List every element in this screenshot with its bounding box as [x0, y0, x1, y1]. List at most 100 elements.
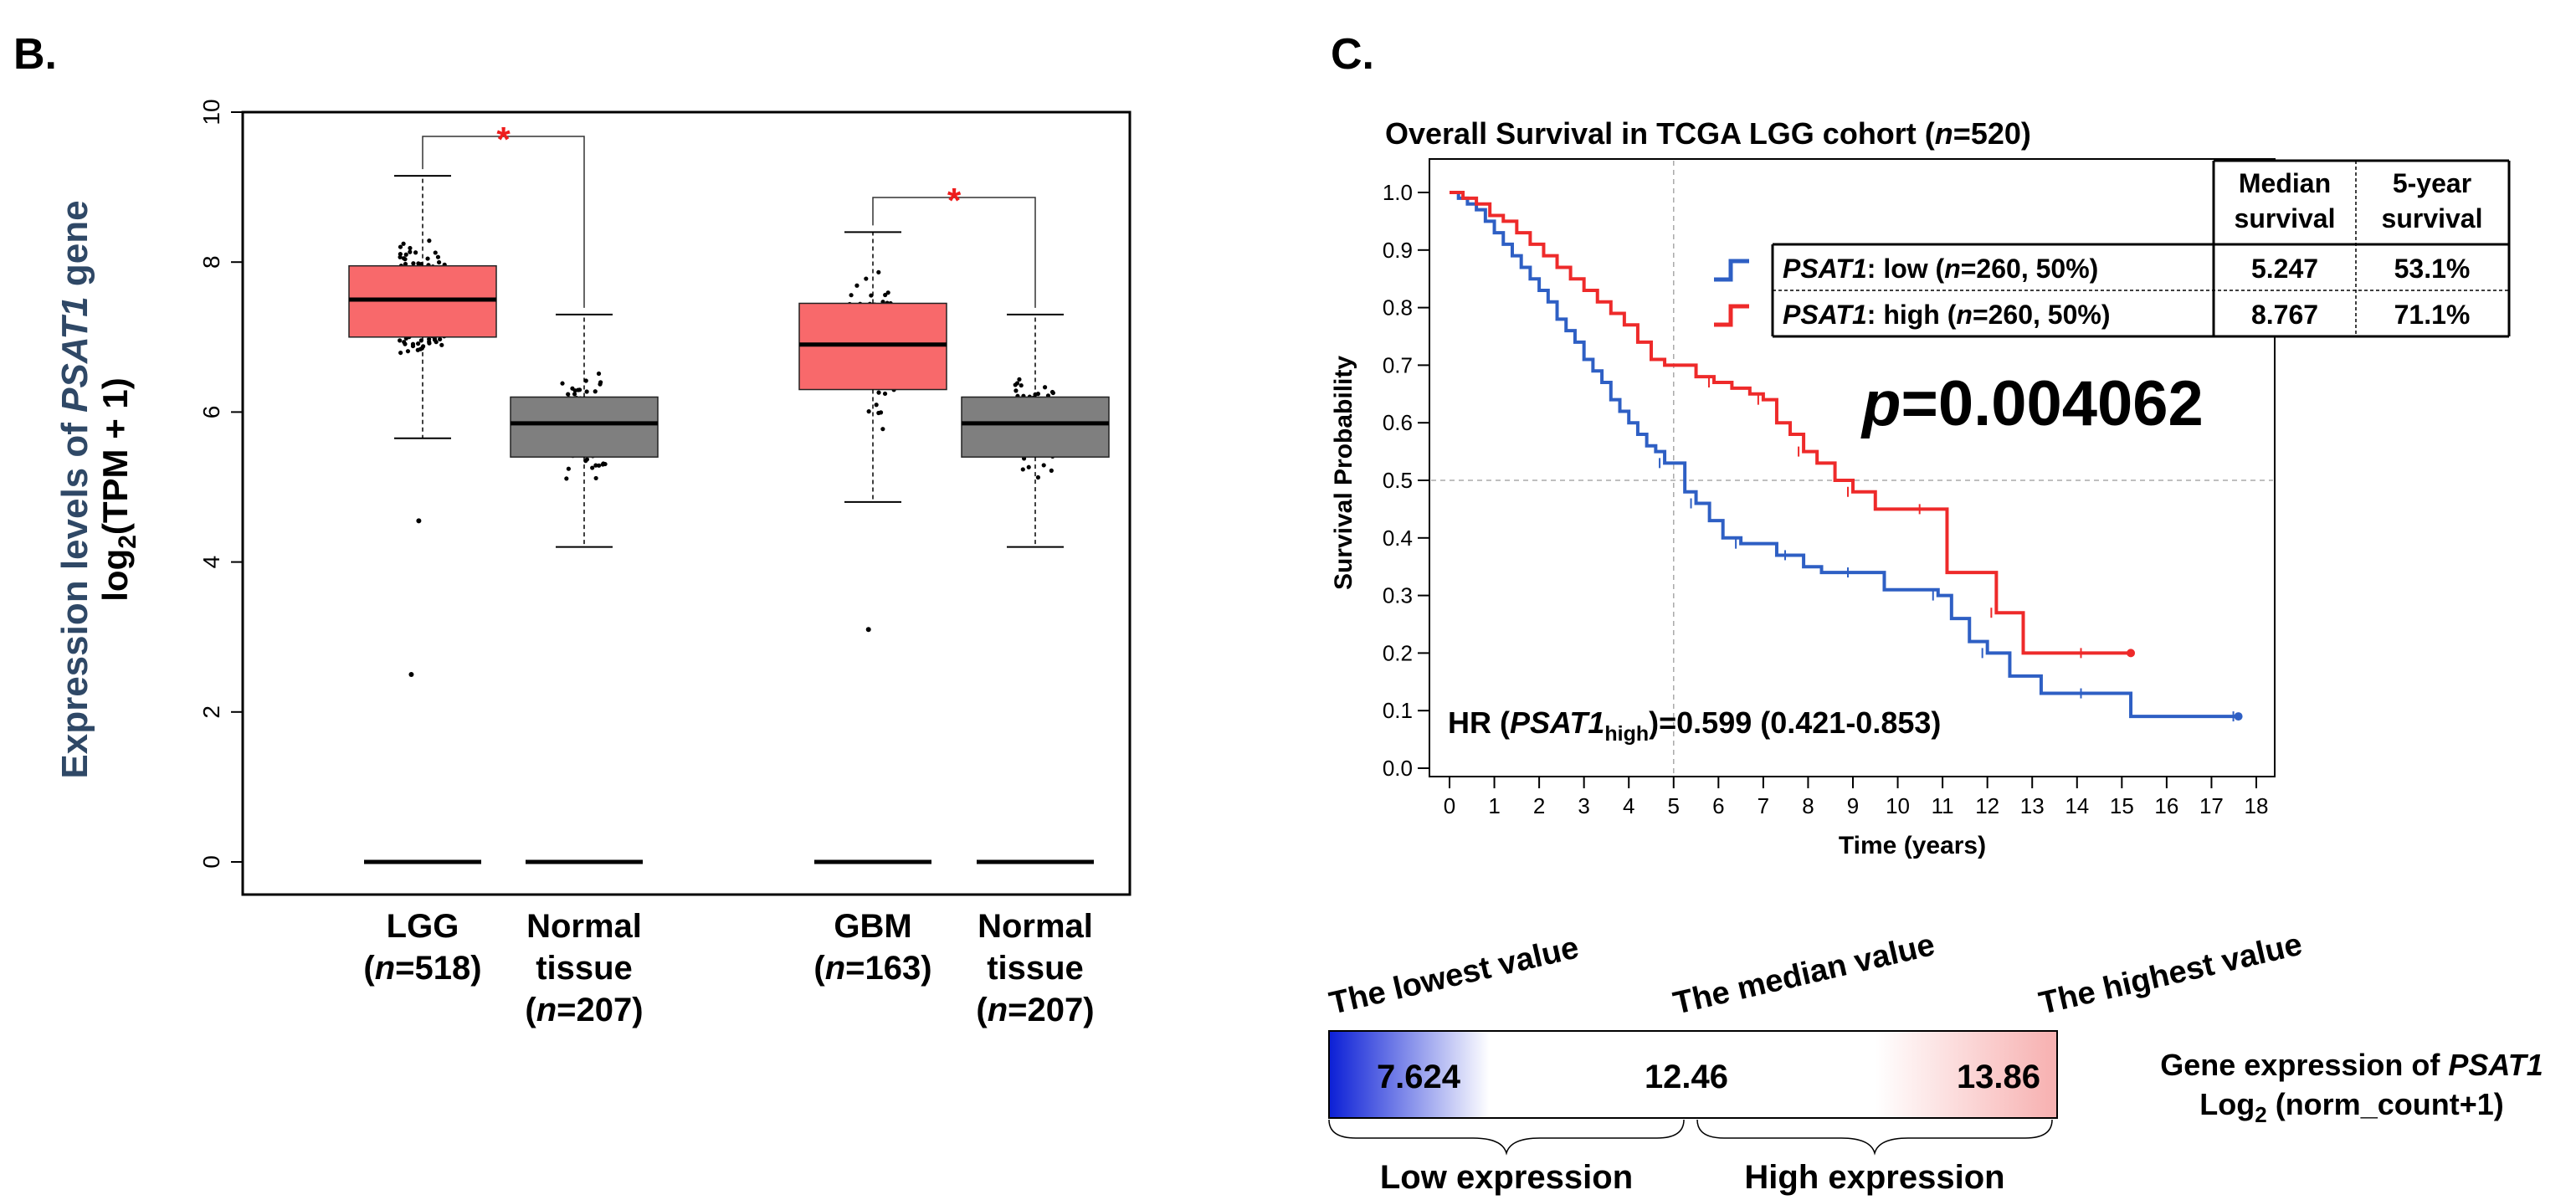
data-point	[876, 390, 881, 395]
high-expression-brace	[1696, 1119, 2053, 1156]
y-tick-label: 0.9	[1383, 238, 1413, 263]
survival-curves	[1450, 191, 2243, 722]
data-point	[1017, 377, 1022, 382]
y-tick-label: 1.0	[1383, 180, 1413, 205]
svg-text:log2(TPM + 1): log2(TPM + 1)	[95, 377, 141, 602]
x-tick-label: 11	[1932, 793, 1954, 818]
highest-value: 13.86	[1957, 1059, 2040, 1095]
ylabel-line2-sub: 2	[114, 535, 141, 549]
data-point	[593, 463, 598, 468]
x-tick-label: 12	[1975, 793, 1999, 818]
data-point	[1013, 388, 1019, 393]
data-point	[593, 389, 598, 394]
data-point	[425, 256, 430, 261]
highest-value-label: The highest value	[2036, 927, 2306, 1022]
significance-bracket	[872, 197, 1036, 308]
box	[961, 396, 1110, 458]
survival-ylabel: Survival Probability	[1330, 356, 1357, 590]
y-tick-label: 0.3	[1383, 583, 1413, 608]
y-tick-label: 2	[198, 705, 224, 719]
y-tick-label: 10	[198, 99, 224, 125]
survival-curve-high	[1450, 191, 2132, 655]
box-plot-boxes	[348, 175, 1110, 864]
data-point	[1026, 464, 1031, 469]
low-expression-brace	[1328, 1119, 1685, 1156]
category-normal2-n: (n=207)	[976, 992, 1094, 1028]
data-point	[583, 378, 588, 383]
x-tick-label: 3	[1578, 793, 1589, 818]
data-point	[398, 338, 403, 343]
x-tick-label: 0	[1444, 793, 1455, 818]
data-point	[880, 427, 885, 432]
survival-xlabel: Time (years)	[1839, 832, 1986, 859]
panel-c-label: C.	[1331, 30, 1374, 79]
y-tick-label: 8	[198, 255, 224, 269]
category-normal1-line2: tissue	[536, 950, 633, 987]
survival-curve-low	[1450, 191, 2239, 719]
significance-star: *	[496, 120, 511, 159]
survival-title: Overall Survival in TCGA LGG cohort (n=5…	[1385, 116, 2031, 151]
category-normal1-line1: Normal	[526, 908, 642, 945]
data-point	[593, 475, 598, 481]
ylabel-line2-b: (TPM + 1)	[95, 377, 135, 535]
box-plot-y-axis: 0 2 4 6 8 10	[198, 99, 243, 869]
median-value-label: The median value	[1670, 927, 1938, 1022]
data-point	[439, 342, 444, 347]
data-point	[866, 408, 871, 414]
hazard-ratio: HR (PSAT1high)=0.599 (0.421-0.853)	[1448, 705, 1941, 746]
svg-text:Survival Probability: Survival Probability	[1330, 356, 1357, 590]
survival-reference-lines	[1431, 161, 2273, 775]
data-point	[1014, 381, 1020, 386]
high-expression-label: High expression	[1744, 1159, 2004, 1196]
table-row-high-5year: 71.1%	[2394, 300, 2471, 330]
data-point	[398, 254, 403, 259]
data-point	[864, 276, 869, 281]
data-point	[403, 252, 408, 257]
box-plot-frame	[241, 110, 1131, 896]
table-col-median-line2: survival	[2235, 203, 2336, 233]
y-tick-label: 0.6	[1383, 410, 1413, 435]
panel-b-ylabel-2: log2(TPM + 1)	[95, 377, 141, 602]
data-point	[434, 340, 439, 345]
data-point	[1035, 474, 1041, 480]
y-tick-label: 0.8	[1383, 295, 1413, 321]
data-point	[874, 403, 879, 408]
panel-b-label: B.	[13, 30, 57, 79]
data-point	[885, 290, 890, 295]
y-tick-label: 4	[198, 556, 224, 569]
data-point	[1020, 467, 1025, 472]
data-point	[427, 341, 432, 346]
data-point	[435, 254, 441, 259]
data-point	[1019, 382, 1024, 388]
data-point	[570, 386, 575, 391]
data-point	[398, 244, 403, 249]
outlier-point	[408, 672, 414, 677]
x-tick-label: 7	[1758, 793, 1769, 818]
ylabel-line1-a: Expression levels of	[54, 413, 95, 779]
significance-star: *	[947, 181, 962, 220]
data-point	[878, 410, 884, 415]
category-gbm-name: GBM	[834, 908, 911, 945]
data-point	[560, 381, 565, 386]
box	[510, 396, 659, 458]
data-point	[1042, 385, 1048, 390]
ylabel-line1-b: gene	[54, 200, 95, 296]
data-point	[564, 476, 569, 481]
table-row-low-5year: 53.1%	[2394, 254, 2471, 284]
data-point	[401, 241, 406, 246]
legend-high-line-icon	[1714, 304, 1749, 327]
table-row-high-label: PSAT1: high (n=260, 50%)	[1783, 300, 2111, 330]
curve-end-marker	[2127, 649, 2136, 658]
x-tick-label: 10	[1886, 793, 1910, 818]
survival-axes: 0 1 2 3 4 5 6 7 8 9 10 11 12 13 14 15 16 17 180.00.10.20.3…	[1383, 180, 2269, 818]
data-point	[597, 463, 602, 468]
data-point	[566, 466, 571, 471]
table-row-low-median: 5.247	[2251, 254, 2318, 284]
expression-gradient-bar	[1328, 1030, 2058, 1119]
box-plot-significance: **	[422, 120, 1036, 308]
svg-text:Expression levels of PSAT1 gen: Expression levels of PSAT1 gene	[54, 200, 95, 778]
curve-end-marker	[2234, 712, 2243, 721]
data-point	[883, 292, 888, 298]
data-point	[408, 249, 413, 254]
x-tick-label: 4	[1623, 793, 1634, 818]
